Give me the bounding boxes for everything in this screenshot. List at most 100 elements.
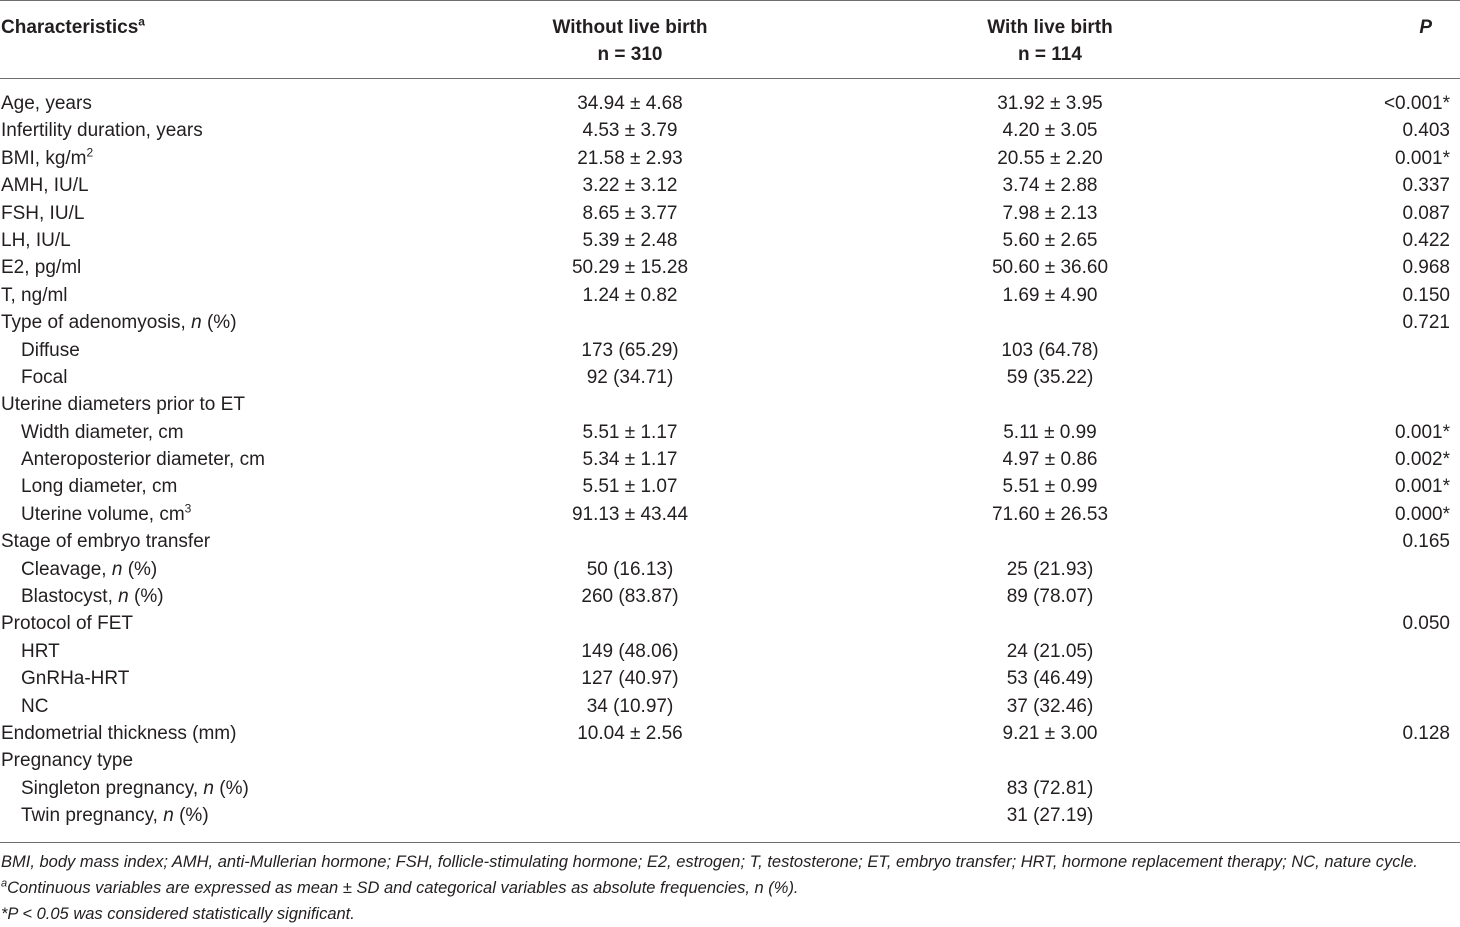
cell-without-live-birth: 173 (65.29) (581, 339, 679, 361)
cell-with-live-birth: 5.11 ± 0.99 (1003, 421, 1097, 443)
cell-with-live-birth: 4.97 ± 0.86 (1002, 449, 1098, 471)
table-bottom-rule (0, 842, 1460, 843)
footnote-significance: *P < 0.05 was considered statistically s… (1, 905, 355, 923)
table-notes: BMI, body mass index; AMH, anti-Mulleria… (1, 849, 1460, 927)
cell-with-live-birth: 4.20 ± 3.05 (1002, 120, 1098, 142)
table-row: Type of adenomyosis, n (%) 0.721 (0, 309, 1460, 336)
header-characteristics: Characteristicsa (1, 14, 145, 38)
table-row: LH, IU/L 5.39 ± 2.48 5.60 ± 2.65 0.422 (0, 227, 1460, 254)
table-row: Cleavage, n (%) 50 (16.13) 25 (21.93) (0, 556, 1460, 583)
cell-without-live-birth: 260 (83.87) (581, 586, 679, 608)
cell-without-live-birth: 5.51 ± 1.07 (582, 476, 678, 498)
table-row: HRT 149 (48.06) 24 (21.05) (0, 638, 1460, 665)
cell-with-live-birth: 83 (72.81) (1006, 777, 1094, 799)
cell-with-live-birth: 89 (78.07) (1006, 586, 1094, 608)
cell-p-value: 0.050 (1402, 613, 1450, 635)
table-body: Age, years 34.94 ± 4.68 31.92 ± 3.95 <0.001… (0, 90, 1460, 830)
abbreviations-note: BMI, body mass index; AMH, anti-Mulleria… (1, 853, 1418, 871)
cell-with-live-birth: 59 (35.22) (1006, 366, 1094, 388)
cell-without-live-birth: 34 (10.97) (586, 695, 674, 717)
row-label: Uterine volume, cm3 (21, 501, 192, 525)
row-label: Blastocyst, n (%) (21, 586, 164, 608)
cell-with-live-birth: 3.74 ± 2.88 (1002, 175, 1098, 197)
row-label: Uterine diameters prior to ET (1, 394, 245, 416)
cell-p-value: <0.001* (1383, 93, 1450, 114)
table-row: BMI, kg/m2 21.58 ± 2.93 20.55 ± 2.20 0.001* (0, 145, 1460, 172)
header-with-live-birth: With live birth n = 114 (890, 14, 1210, 68)
table-row: Blastocyst, n (%) 260 (83.87) 89 (78.07) (0, 583, 1460, 610)
row-label: Protocol of FET (1, 613, 133, 635)
table-row: NC 34 (10.97) 37 (32.46) (0, 693, 1460, 720)
table-row: Focal 92 (34.71) 59 (35.22) (0, 364, 1460, 391)
cell-with-live-birth: 20.55 ± 2.20 (997, 147, 1103, 169)
cell-with-live-birth: 9.21 ± 3.00 (1002, 722, 1098, 744)
row-label: Anteroposterior diameter, cm (21, 449, 265, 471)
row-label: Focal (21, 366, 68, 388)
header-rule (0, 78, 1460, 79)
cell-p-value: 0.721 (1402, 312, 1450, 334)
cell-with-live-birth: 50.60 ± 36.60 (991, 257, 1109, 279)
cell-without-live-birth: 91.13 ± 43.44 (571, 503, 689, 525)
cell-p-value: 0.337 (1402, 175, 1450, 197)
table-row: Protocol of FET 0.050 (0, 610, 1460, 637)
cell-with-live-birth: 71.60 ± 26.53 (991, 503, 1109, 525)
table-row: Singleton pregnancy, n (%) 83 (72.81) (0, 775, 1460, 802)
cell-with-live-birth: 103 (64.78) (1001, 339, 1099, 361)
table-row: E2, pg/ml 50.29 ± 15.28 50.60 ± 36.60 0.968 (0, 254, 1460, 281)
row-label: Width diameter, cm (21, 421, 184, 443)
table-row: AMH, IU/L 3.22 ± 3.12 3.74 ± 2.88 0.337 (0, 172, 1460, 199)
cell-with-live-birth: 1.69 ± 4.90 (1002, 284, 1098, 306)
cell-p-value: 0.087 (1402, 202, 1450, 224)
row-label: NC (21, 695, 49, 717)
cell-p-value: 0.150 (1402, 284, 1450, 306)
cell-with-live-birth: 5.51 ± 0.99 (1002, 476, 1098, 498)
cell-p-value: 0.001* (1395, 147, 1450, 169)
table-row: GnRHa-HRT 127 (40.97) 53 (46.49) (0, 665, 1460, 692)
row-label: AMH, IU/L (1, 175, 89, 197)
cell-p-value: 0.128 (1402, 722, 1450, 744)
row-label: Singleton pregnancy, n (%) (21, 777, 249, 799)
cell-with-live-birth: 31 (27.19) (1006, 805, 1094, 827)
row-label: Infertility duration, years (1, 120, 203, 142)
row-label: Age, years (1, 93, 92, 114)
header-without-n: n = 310 (597, 44, 663, 65)
cell-without-live-birth: 4.53 ± 3.79 (582, 120, 678, 142)
table-row: Twin pregnancy, n (%) 31 (27.19) (0, 802, 1460, 829)
row-label: Diffuse (21, 339, 80, 361)
header-with-n: n = 114 (1018, 44, 1082, 65)
cell-without-live-birth: 5.34 ± 1.17 (582, 449, 678, 471)
cell-with-live-birth: 25 (21.93) (1006, 558, 1094, 580)
cell-with-live-birth: 53 (46.49) (1006, 668, 1094, 690)
row-label: Type of adenomyosis, n (%) (1, 312, 237, 334)
table-row: Width diameter, cm 5.51 ± 1.17 5.11 ± 0.99… (0, 419, 1460, 446)
cell-p-value: 0.968 (1402, 257, 1450, 279)
footnote-a: aContinuous variables are expressed as m… (1, 877, 799, 897)
table-row: Age, years 34.94 ± 4.68 31.92 ± 3.95 <0.001… (0, 90, 1460, 117)
table-row: Uterine volume, cm3 91.13 ± 43.44 71.60 ± … (0, 501, 1460, 528)
cell-without-live-birth: 1.24 ± 0.82 (582, 284, 678, 306)
table-row: Infertility duration, years 4.53 ± 3.79 4.… (0, 117, 1460, 144)
cell-p-value: 0.422 (1402, 229, 1450, 251)
row-label: E2, pg/ml (1, 257, 82, 279)
cell-without-live-birth: 8.65 ± 3.77 (582, 202, 678, 224)
table-row: Pregnancy type (0, 747, 1460, 774)
header-without-title: Without live birth (552, 17, 708, 38)
cell-without-live-birth: 149 (48.06) (581, 640, 679, 662)
cell-without-live-birth: 50 (16.13) (586, 558, 674, 580)
cell-without-live-birth: 50.29 ± 15.28 (571, 257, 689, 279)
cell-without-live-birth: 5.39 ± 2.48 (582, 229, 678, 251)
cell-with-live-birth: 37 (32.46) (1006, 695, 1094, 717)
table-row: Endometrial thickness (mm) 10.04 ± 2.56 9.… (0, 720, 1460, 747)
row-label: Cleavage, n (%) (21, 558, 158, 580)
header-without-live-birth: Without live birth n = 310 (470, 14, 790, 68)
table-row: T, ng/ml 1.24 ± 0.82 1.69 ± 4.90 0.150 (0, 282, 1460, 309)
cell-without-live-birth: 127 (40.97) (581, 668, 679, 690)
row-label: Long diameter, cm (21, 476, 178, 498)
row-label: LH, IU/L (1, 229, 71, 251)
row-label: Pregnancy type (1, 750, 134, 772)
table-top-rule (0, 0, 1460, 1)
cell-without-live-birth: 10.04 ± 2.56 (577, 722, 683, 744)
cell-p-value: 0.403 (1402, 120, 1450, 142)
header-with-title: With live birth (987, 17, 1113, 38)
cell-without-live-birth: 3.22 ± 3.12 (582, 175, 678, 197)
